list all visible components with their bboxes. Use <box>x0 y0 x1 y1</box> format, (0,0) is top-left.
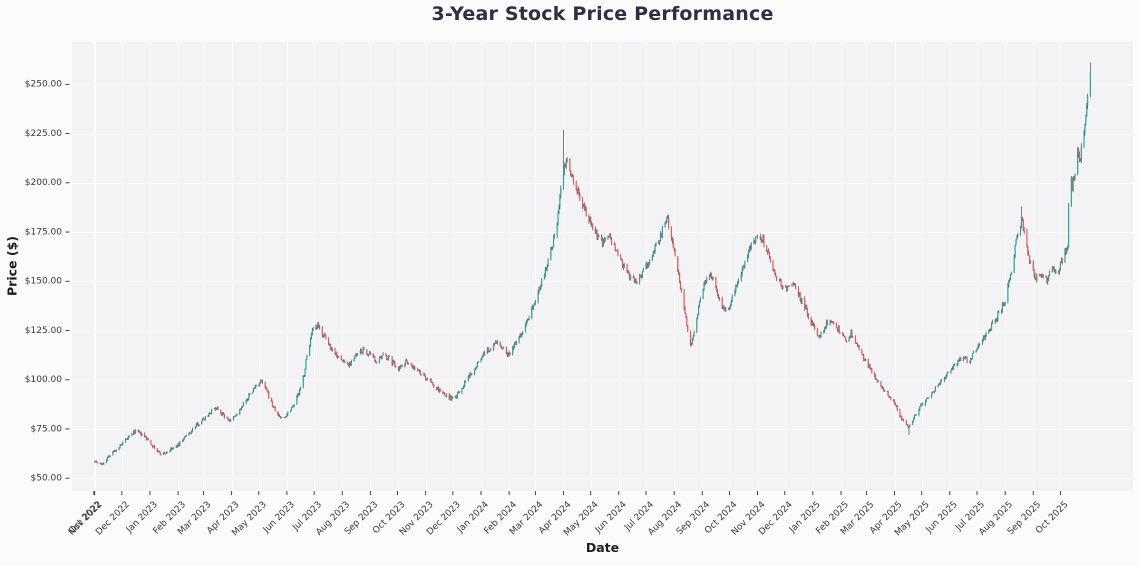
chart-title: 3-Year Stock Price Performance <box>431 3 774 25</box>
y-axis-label: Price ($) <box>4 236 20 296</box>
x-axis-label: Date <box>585 540 620 555</box>
